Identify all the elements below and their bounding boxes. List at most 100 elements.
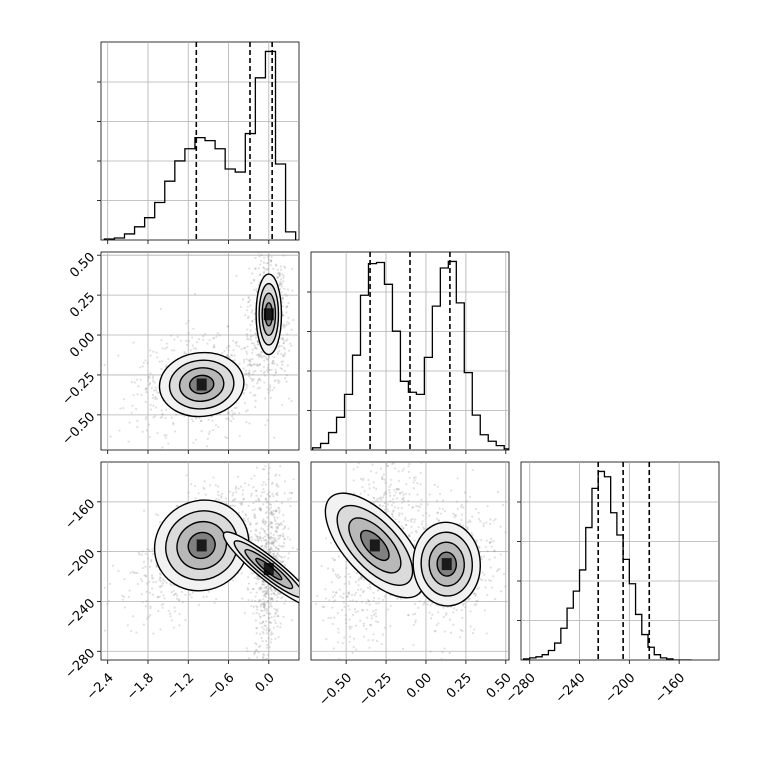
scatter-point — [176, 505, 179, 508]
scatter-point — [254, 256, 257, 260]
contour-x2_x1-0-2 — [348, 517, 402, 574]
scatter-point — [372, 610, 375, 613]
scatter-point — [484, 586, 487, 589]
scatter-point — [263, 594, 266, 598]
scatter-point — [468, 519, 471, 522]
scatter-point — [281, 305, 285, 308]
scatter-point — [347, 591, 350, 594]
scatter-point — [238, 362, 241, 365]
scatter-point — [278, 344, 281, 347]
scatter-point — [261, 483, 264, 486]
ytick-label-p2-3: −160 — [62, 497, 98, 533]
scatter-point — [408, 476, 411, 479]
scatter-point — [338, 588, 341, 591]
scatter-point — [258, 273, 262, 276]
scatter-point — [270, 536, 274, 539]
scatter-point — [179, 339, 183, 342]
scatter-point — [248, 363, 251, 366]
scatter-point — [170, 334, 173, 337]
scatter-point — [468, 597, 471, 600]
scatter-point — [253, 346, 257, 350]
scatter-point — [256, 537, 259, 540]
scatter-point — [461, 603, 465, 607]
contour-x1_x0-0-0 — [158, 351, 245, 418]
scatter-point — [466, 527, 469, 530]
scatter-point — [282, 314, 285, 317]
ytick-label-p1-2: 0.00 — [67, 330, 98, 361]
scatter-point — [267, 258, 270, 261]
scatter-point — [136, 426, 139, 429]
scatter-point — [407, 465, 410, 468]
scatter-point — [141, 580, 144, 583]
scatter-point — [262, 628, 265, 631]
scatter-point — [158, 578, 161, 581]
scatter-point — [404, 516, 407, 519]
scatter-point — [273, 436, 276, 439]
scatter-point — [268, 512, 272, 515]
scatter-point — [247, 576, 250, 579]
scatter-point — [247, 504, 250, 507]
scatter-point — [152, 389, 156, 392]
scatter-point — [346, 595, 349, 598]
scatter-point — [276, 352, 280, 356]
scatter-point — [127, 440, 130, 443]
scatter-point — [225, 417, 228, 420]
scatter-point — [269, 537, 272, 541]
scatter-point — [234, 497, 237, 500]
scatter-point — [191, 344, 194, 347]
scatter-point — [267, 268, 270, 271]
scatter-point — [263, 468, 266, 471]
scatter-point — [263, 490, 266, 494]
scatter-point — [342, 592, 345, 595]
scatter-point — [266, 658, 269, 660]
scatter-point — [265, 543, 268, 546]
scatter-point — [276, 553, 279, 556]
scatter-point — [383, 501, 386, 505]
scatter-point — [357, 579, 360, 582]
scatter-point — [360, 600, 364, 604]
scatter-point — [267, 472, 270, 475]
scatter-point — [268, 495, 271, 498]
scatter-point — [117, 569, 120, 572]
scatter-point — [274, 621, 277, 625]
scatter-point — [332, 569, 335, 573]
scatter-point — [259, 616, 262, 619]
scatter-point — [367, 600, 371, 603]
scatter-point — [348, 625, 351, 628]
scatter-point — [275, 509, 278, 512]
scatter-point — [360, 577, 363, 580]
scatter-point — [168, 612, 172, 615]
scatter-point — [375, 471, 378, 474]
scatter-point — [281, 324, 285, 327]
scatter-point — [247, 371, 250, 375]
scatter-point — [372, 597, 376, 600]
scatter-point — [152, 553, 155, 556]
scatter-point — [122, 595, 126, 598]
scatter-point — [276, 558, 279, 561]
scatter-point — [462, 506, 465, 509]
scatter-point — [269, 535, 273, 538]
scatter-point — [161, 606, 164, 609]
scatter-point — [268, 536, 272, 540]
scatter-point — [266, 370, 269, 374]
scatter-point — [277, 346, 280, 349]
scatter-point — [413, 612, 417, 615]
scatter-point — [289, 505, 292, 508]
scatter-point — [257, 497, 260, 500]
scatter-point — [239, 502, 242, 505]
scatter-point — [281, 556, 284, 559]
scatter-point — [107, 599, 110, 603]
scatter-point — [331, 596, 334, 599]
scatter-point — [423, 527, 426, 530]
scatter-point — [387, 608, 390, 611]
scatter-point — [469, 520, 472, 523]
scatter-point — [282, 323, 286, 326]
contour-x2_x1-1-3 — [436, 551, 458, 577]
scatter-point — [275, 484, 278, 487]
scatter-point — [262, 605, 265, 608]
scatter-point — [249, 494, 253, 497]
scatter-point — [480, 539, 483, 542]
scatter-point — [270, 525, 273, 528]
scatter-point — [160, 416, 163, 419]
scatter-point — [493, 550, 496, 553]
